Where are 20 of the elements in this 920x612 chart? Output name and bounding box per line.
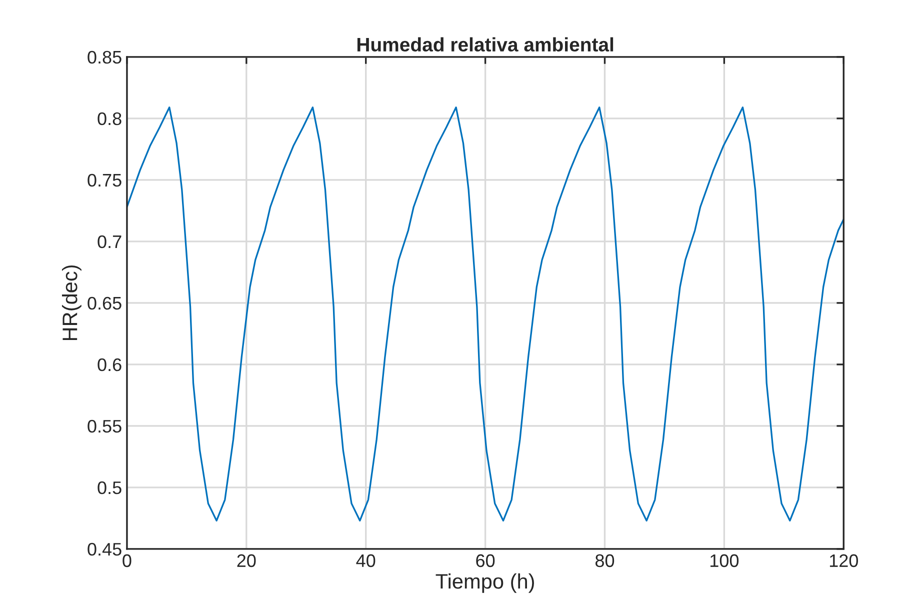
y-tick-label: 0.85 [88,50,122,64]
x-tick-label: 120 [830,554,858,568]
line-series [126,106,844,522]
x-tick-label: 60 [476,554,495,568]
y-tick-label: 0.6 [98,358,122,372]
x-tick-label: 20 [237,554,256,568]
y-axis-title: HR(dec) [62,265,82,340]
chart-title: Humedad relativa ambiental [357,37,614,52]
y-tick-label: 0.55 [88,420,122,433]
y-tick-label: 0.45 [88,542,122,556]
x-tick-label: 0 [122,554,132,568]
y-tick-label: 0.5 [98,481,122,494]
y-tick-label: 0.7 [98,235,122,248]
y-tick-label: 0.65 [88,296,122,310]
x-tick-label: 40 [356,554,376,568]
y-tick-label: 0.8 [98,112,122,126]
y-tick-label: 0.75 [88,174,122,187]
x-tick-label: 80 [595,554,614,568]
x-tick-label: 100 [710,554,739,568]
x-axis-title: Tiempo (h) [436,573,534,593]
